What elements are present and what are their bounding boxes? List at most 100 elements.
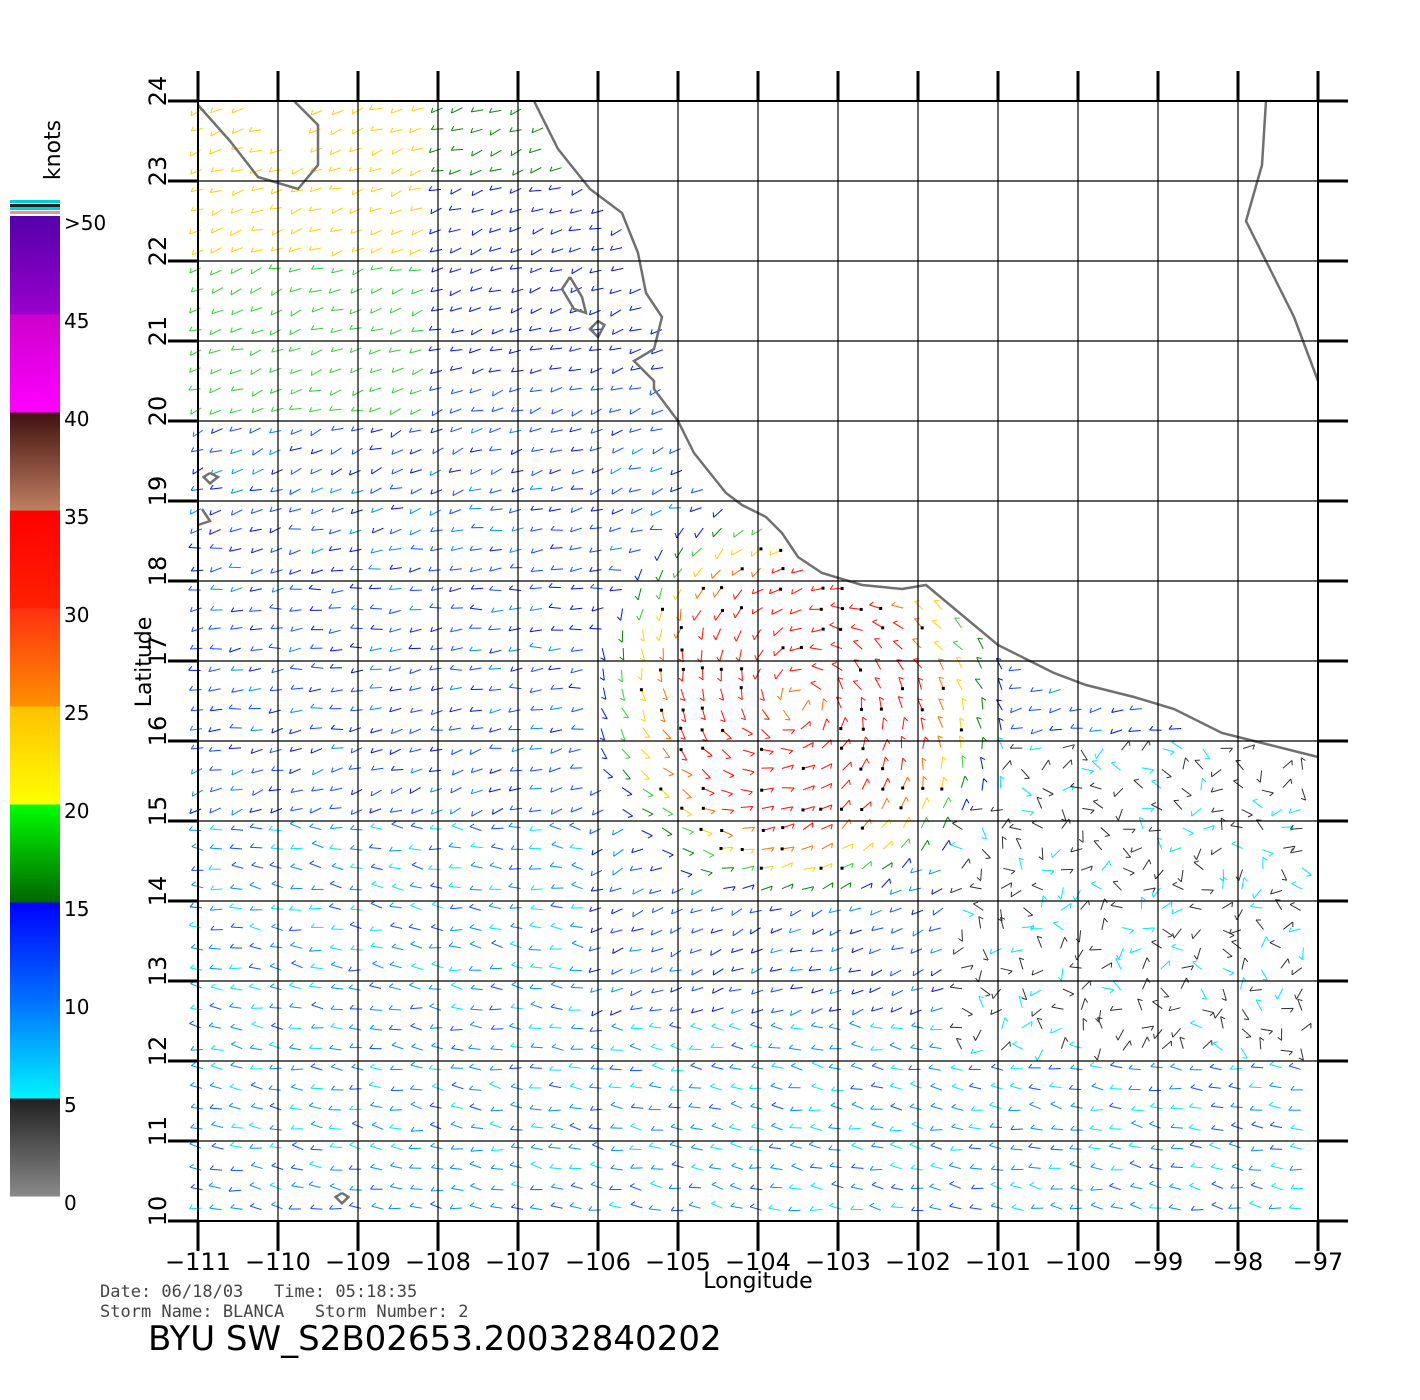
wind-vector [710,929,723,934]
wind-vector [570,607,583,610]
wind-vector-barb [328,529,332,535]
wind-vector-barb [488,367,492,373]
wind-vector [470,248,482,256]
color-scale-band [10,804,60,903]
wind-vector-barb [270,624,275,629]
wind-vector [711,1025,724,1031]
wind-vector-barb [1002,836,1007,841]
wind-vector [788,1209,801,1212]
wind-vector-barb [966,798,970,804]
wind-vector [591,848,603,856]
wind-vector-barb [648,1205,653,1210]
wind-vector-barb [1290,1184,1295,1190]
wind-vector-barb [510,150,513,156]
wind-vector-barb [470,268,473,274]
wind-vector [508,886,521,889]
wind-vector-barb [528,945,533,950]
wind-vector [569,824,581,831]
wind-vector-barb [1189,1065,1194,1070]
wind-vector [330,1026,343,1030]
wind-vector-barb [1188,832,1194,836]
wind-vector-barb [329,804,333,809]
wind-vector [1089,1065,1102,1069]
wind-vector [228,1189,242,1192]
wind-vector-barb [750,929,752,935]
wind-vector [312,842,324,849]
wind-vector-barb [711,1181,717,1186]
wind-vector-barb [655,636,660,642]
wind-vector [841,862,854,869]
wind-vector-barb [590,428,594,434]
wind-vector-barb [912,970,915,976]
wind-vector-barb [531,446,535,452]
wind-vector-barb [570,668,574,673]
wind-vector [609,527,621,533]
wind-vector-barb [229,903,234,908]
wind-vector-barb [811,662,817,667]
wind-vector [1196,848,1202,860]
wind-vector [209,1207,222,1211]
wind-vector-barb [289,664,295,669]
wind-vector [829,1008,842,1012]
wind-vector [351,427,364,432]
wind-vector [231,1043,243,1050]
wind-vector [712,987,724,994]
wind-vector [930,1085,943,1091]
wind-vector-barb [271,1162,277,1167]
wind-vector [922,736,926,749]
wind-vector-barb [430,1142,435,1147]
wind-vector [390,925,403,929]
wind-vector [1300,1048,1304,1061]
wind-vector-barb [508,646,512,652]
wind-vector-barb [190,206,195,212]
wind-vector-barb [690,1022,696,1027]
wind-vector [489,927,502,930]
wind-vector [651,409,664,415]
wind-vector [311,267,324,270]
wind-vector [609,569,622,571]
coastline-segment [532,100,1319,759]
wind-vector [791,587,803,595]
wind-vector [290,429,303,435]
wind-vector [529,747,542,750]
wind-vector-barb [528,147,532,153]
wind-vector-barb [268,643,273,648]
wind-vector [1011,1207,1024,1211]
wind-vector [990,1184,1003,1190]
wind-vector-barb [489,566,493,572]
wind-vector [771,1009,784,1014]
wind-vector [1260,936,1267,948]
wind-vector-barb [592,809,595,816]
wind-vector [211,169,224,173]
wind-vector-barb [210,1045,216,1050]
wind-vector [658,628,663,641]
wind-vector [411,808,423,814]
wind-vector-barb [428,767,433,772]
wind-vector [968,1147,981,1150]
wind-vector-barb [791,729,795,735]
wind-vector [980,868,982,881]
wind-vector-barb [468,1044,473,1049]
wind-vector [710,1085,722,1091]
wind-vector-barb [409,788,412,794]
wind-vector [250,846,263,849]
wind-vector-barb [930,1102,936,1107]
wind-vector-barb [910,1044,915,1048]
wind-vector-barb [749,1203,755,1208]
wind-vector-barb [308,245,312,251]
wind-vector [900,838,910,849]
wind-vector [910,1083,922,1089]
wind-vector [311,307,324,313]
wind-vector [270,808,283,814]
wind-vector-barb [351,129,354,135]
wind-vector-barb [978,995,984,999]
wind-vector [1290,1127,1303,1131]
wind-vector-barb [609,288,613,294]
wind-vector-barb [996,699,1002,702]
wind-vector [309,949,322,952]
wind-vector [828,1066,841,1070]
wind-vector [331,507,344,513]
wind-vector-barb [851,989,855,995]
wind-vector-barb [590,385,595,391]
wind-vector-barb [349,208,352,214]
